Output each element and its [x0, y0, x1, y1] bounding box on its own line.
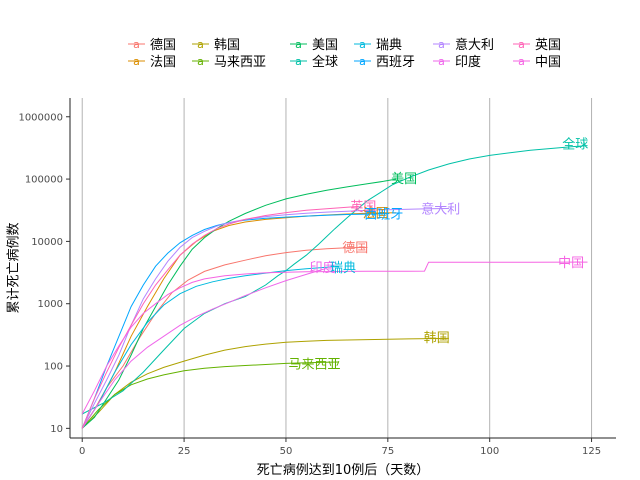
legend-key-glyph: a	[133, 38, 140, 51]
series-line	[81, 205, 360, 429]
x-tick-label: 0	[79, 446, 85, 457]
y-tick-label: 1000000	[18, 112, 63, 123]
series-end-label: 印度	[310, 260, 336, 276]
grid-lines	[81, 98, 593, 438]
x-tick-label: 25	[178, 446, 191, 457]
series-end-label: 法国	[363, 207, 389, 222]
series-end-label: 瑞典	[330, 261, 356, 276]
legend-item: a 西班牙	[354, 55, 415, 70]
legend-label: 德国	[150, 38, 176, 53]
legend-label: 韩国	[214, 38, 240, 53]
series-end-label: 意大利	[421, 202, 460, 218]
series-lines	[81, 145, 588, 429]
legend-item: a 中国	[513, 55, 561, 70]
legend-item: a 瑞典	[354, 38, 402, 53]
legend-label: 印度	[455, 54, 481, 70]
legend-item: a 印度	[433, 54, 481, 70]
x-tick-label: 100	[480, 446, 499, 457]
legend-item: a 英国	[513, 38, 561, 53]
legend-label: 法国	[150, 55, 176, 70]
series-line	[81, 267, 327, 429]
legend-key-glyph: a	[133, 55, 140, 68]
y-tick-label: 10000	[31, 237, 63, 248]
legend-key-glyph: a	[438, 55, 445, 68]
x-tick-label: 75	[381, 446, 394, 457]
series-end-label: 中国	[558, 256, 584, 271]
series-line	[81, 145, 588, 415]
legend-key-glyph: a	[197, 38, 204, 51]
legend-label: 美国	[312, 38, 338, 53]
legend-item: a 德国	[128, 38, 176, 53]
x-tick-label: 125	[582, 446, 601, 457]
series-end-label: 德国	[342, 241, 368, 256]
legend-item: a 全球	[290, 54, 338, 70]
legend-key-glyph: a	[359, 38, 366, 51]
legend-item: a 马来西亚	[192, 55, 266, 70]
y-tick-label: 100000	[25, 175, 63, 186]
legend-key-glyph: a	[518, 38, 525, 51]
legend: a 德国 a 法国 a 韩国 a 马来西亚 a 美国 a 全球 a 瑞典 a 西班牙 a 意大利 a 印度 a 英国 a 中国	[128, 37, 561, 70]
x-axis-ticks: 0 25 50 75 100 125	[79, 438, 601, 457]
series-line	[81, 337, 449, 429]
y-axis-title: 累计死亡病例数	[7, 222, 22, 313]
series-line	[81, 361, 339, 429]
legend-item: a 法国	[128, 55, 176, 70]
series-line	[81, 261, 588, 415]
y-tick-label: 10	[50, 424, 63, 435]
series-line	[81, 208, 449, 429]
legend-key-glyph: a	[438, 38, 445, 51]
legend-item: a 美国	[290, 38, 338, 53]
legend-key-glyph: a	[359, 55, 366, 68]
legend-key-glyph: a	[518, 55, 525, 68]
legend-label: 中国	[535, 55, 561, 70]
legend-label: 马来西亚	[214, 55, 266, 70]
legend-item: a 韩国	[192, 38, 240, 53]
axis-lines	[69, 98, 616, 439]
legend-label: 西班牙	[376, 55, 415, 70]
legend-label: 全球	[312, 54, 338, 70]
y-tick-label: 1000	[38, 299, 63, 310]
legend-item: a 意大利	[433, 37, 494, 53]
legend-key-glyph: a	[295, 38, 302, 51]
legend-key-glyph: a	[197, 55, 204, 68]
series-line	[81, 246, 368, 429]
x-axis-title: 死亡病例达到10例后（天数）	[257, 463, 430, 478]
legend-key-glyph: a	[295, 55, 302, 68]
series-end-label: 韩国	[424, 331, 450, 346]
legend-label: 意大利	[455, 37, 494, 53]
series-end-label: 马来西亚	[288, 357, 340, 372]
y-axis-ticks: 10 100 1000 10000 100000 1000000	[18, 112, 70, 435]
legend-label: 瑞典	[376, 38, 402, 53]
series-end-label: 全球	[562, 137, 588, 153]
series-end-label: 西班牙	[364, 208, 403, 223]
y-tick-label: 100	[44, 362, 63, 373]
series-line	[81, 213, 388, 429]
series-end-label: 美国	[391, 172, 417, 187]
series-line	[81, 266, 339, 429]
series-end-label: 英国	[350, 200, 376, 215]
x-tick-label: 50	[280, 446, 293, 457]
legend-label: 英国	[535, 38, 561, 53]
